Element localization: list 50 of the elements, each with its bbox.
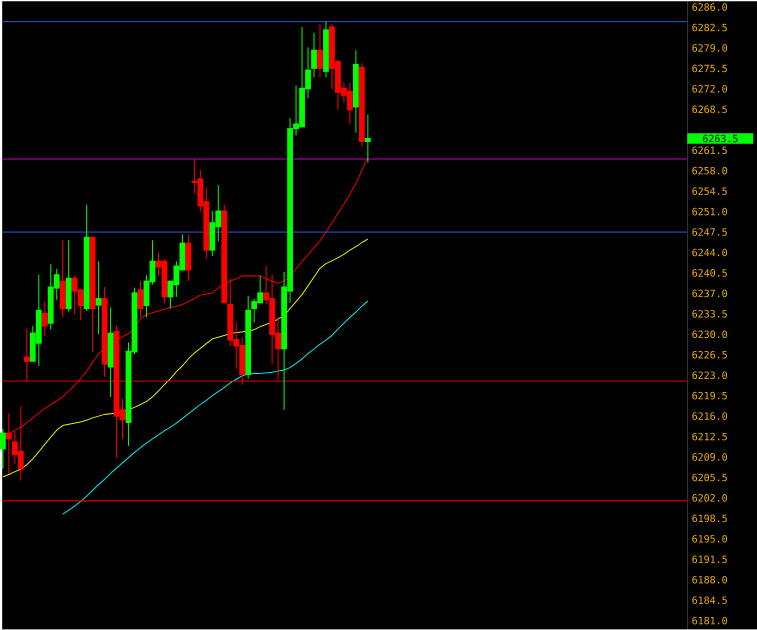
- y-tick-label: 6209.0: [692, 453, 727, 461]
- y-tick-label: 6247.5: [692, 228, 727, 236]
- candlestick: [138, 280, 144, 318]
- candlestick: [90, 236, 96, 353]
- y-tick-label: 6237.0: [692, 290, 727, 298]
- y-tick-label: 6184.5: [692, 596, 727, 604]
- y-tick-label: 6181.0: [692, 617, 727, 625]
- y-tick-label: 6282.5: [692, 24, 727, 32]
- y-tick-label: 6226.5: [692, 351, 727, 359]
- candlestick: [84, 204, 90, 312]
- y-tick-label: 6219.5: [692, 392, 727, 400]
- candlestick: [352, 50, 359, 134]
- y-tick-label: 6223.0: [692, 372, 727, 380]
- y-tick-label: 6230.0: [692, 330, 727, 338]
- text: 6263.5: [703, 134, 738, 142]
- y-tick-label: 6268.5: [692, 106, 727, 114]
- candlestick: [66, 240, 72, 312]
- y-tick-label: 6240.5: [692, 269, 727, 277]
- y-tick-label: 6198.5: [692, 514, 727, 522]
- y-tick-label: 6212.5: [692, 433, 727, 441]
- candlestick: [221, 204, 228, 304]
- candlestick: [185, 234, 192, 282]
- candlestick: [311, 32, 317, 78]
- y-tick-label: 6216.0: [692, 412, 727, 420]
- y-tick-label: 6233.5: [692, 310, 727, 318]
- y-tick-label: 6258.0: [692, 167, 727, 175]
- y-tick-label: 6261.5: [692, 146, 727, 154]
- candlestick: [358, 62, 365, 148]
- y-tick-label: 6286.0: [692, 3, 727, 12]
- candlestick: [108, 307, 114, 398]
- y-tick-label: 6272.0: [692, 85, 727, 93]
- y-tick-label: 6202.0: [692, 494, 727, 502]
- y-tick-label: 6251.0: [692, 208, 727, 216]
- y-tick-label: 6275.5: [692, 64, 727, 72]
- y-tick-label: 6279.0: [692, 44, 727, 52]
- candlestick: [323, 21, 329, 78]
- y-tick-label: 6205.5: [692, 474, 727, 482]
- y-tick-label: 6188.0: [692, 576, 727, 584]
- candlestick: [42, 301, 48, 337]
- candlestick: [364, 114, 371, 164]
- candlestick: [60, 240, 66, 318]
- y-tick-label: 6244.0: [692, 248, 727, 256]
- candlestick: [317, 24, 323, 78]
- candlestick: [102, 286, 108, 378]
- candlestick: [245, 295, 252, 380]
- candlestick: [96, 260, 102, 336]
- y-tick-label: 6254.5: [692, 188, 727, 196]
- y-tick-label: 6191.5: [692, 556, 727, 564]
- y-tick-label: 6195.0: [692, 535, 727, 543]
- candlestick: [0, 428, 6, 470]
